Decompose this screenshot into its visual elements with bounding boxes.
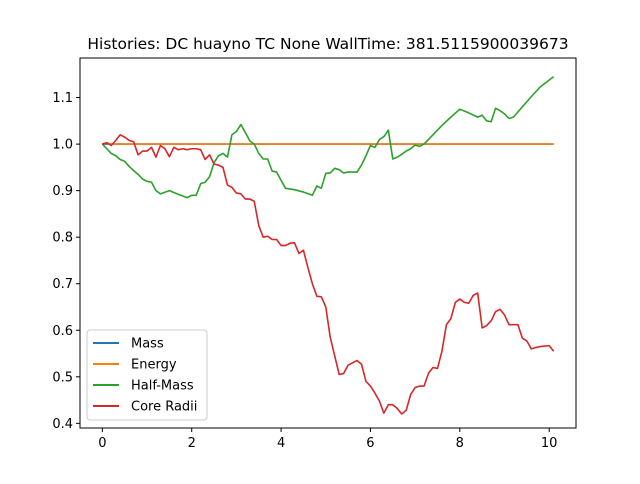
x-axis: 0 2 4 6 8 10 <box>98 428 557 451</box>
x-tick-label: 10 <box>541 436 558 451</box>
axes-frame <box>79 57 577 429</box>
chart-title: Histories: DC huayno TC None WallTime: 3… <box>87 35 568 53</box>
y-axis: 0.4 0.5 0.6 0.7 0.8 0.9 1.0 1.1 <box>52 91 80 432</box>
y-tick-label: 0.7 <box>52 277 73 292</box>
y-tick-label: 0.9 <box>52 184 73 199</box>
series-lines <box>101 75 555 415</box>
x-tick-label: 0 <box>98 436 106 451</box>
series-line-energy <box>102 142 554 145</box>
legend-label: Core Radii <box>131 400 197 415</box>
x-tick-label: 8 <box>456 436 464 451</box>
y-tick-label: 1.1 <box>52 91 73 106</box>
y-tick-label: 1.0 <box>52 138 73 153</box>
y-tick-label: 0.4 <box>52 417 73 432</box>
y-tick-label: 0.6 <box>52 324 73 339</box>
x-tick-label: 2 <box>188 436 196 451</box>
y-tick-label: 0.5 <box>52 370 73 385</box>
legend-label: Mass <box>131 337 164 352</box>
legend-box <box>86 329 208 421</box>
legend-label: Half-Mass <box>131 379 194 394</box>
legend: Mass Energy Half-Mass Core Radii <box>86 329 208 421</box>
y-tick-label: 0.8 <box>52 231 73 246</box>
x-tick-label: 6 <box>366 436 374 451</box>
x-tick-label: 4 <box>277 436 285 451</box>
series-line-core-radii <box>102 133 555 415</box>
series-line-half-mass <box>101 75 555 199</box>
legend-label: Energy <box>131 358 177 373</box>
